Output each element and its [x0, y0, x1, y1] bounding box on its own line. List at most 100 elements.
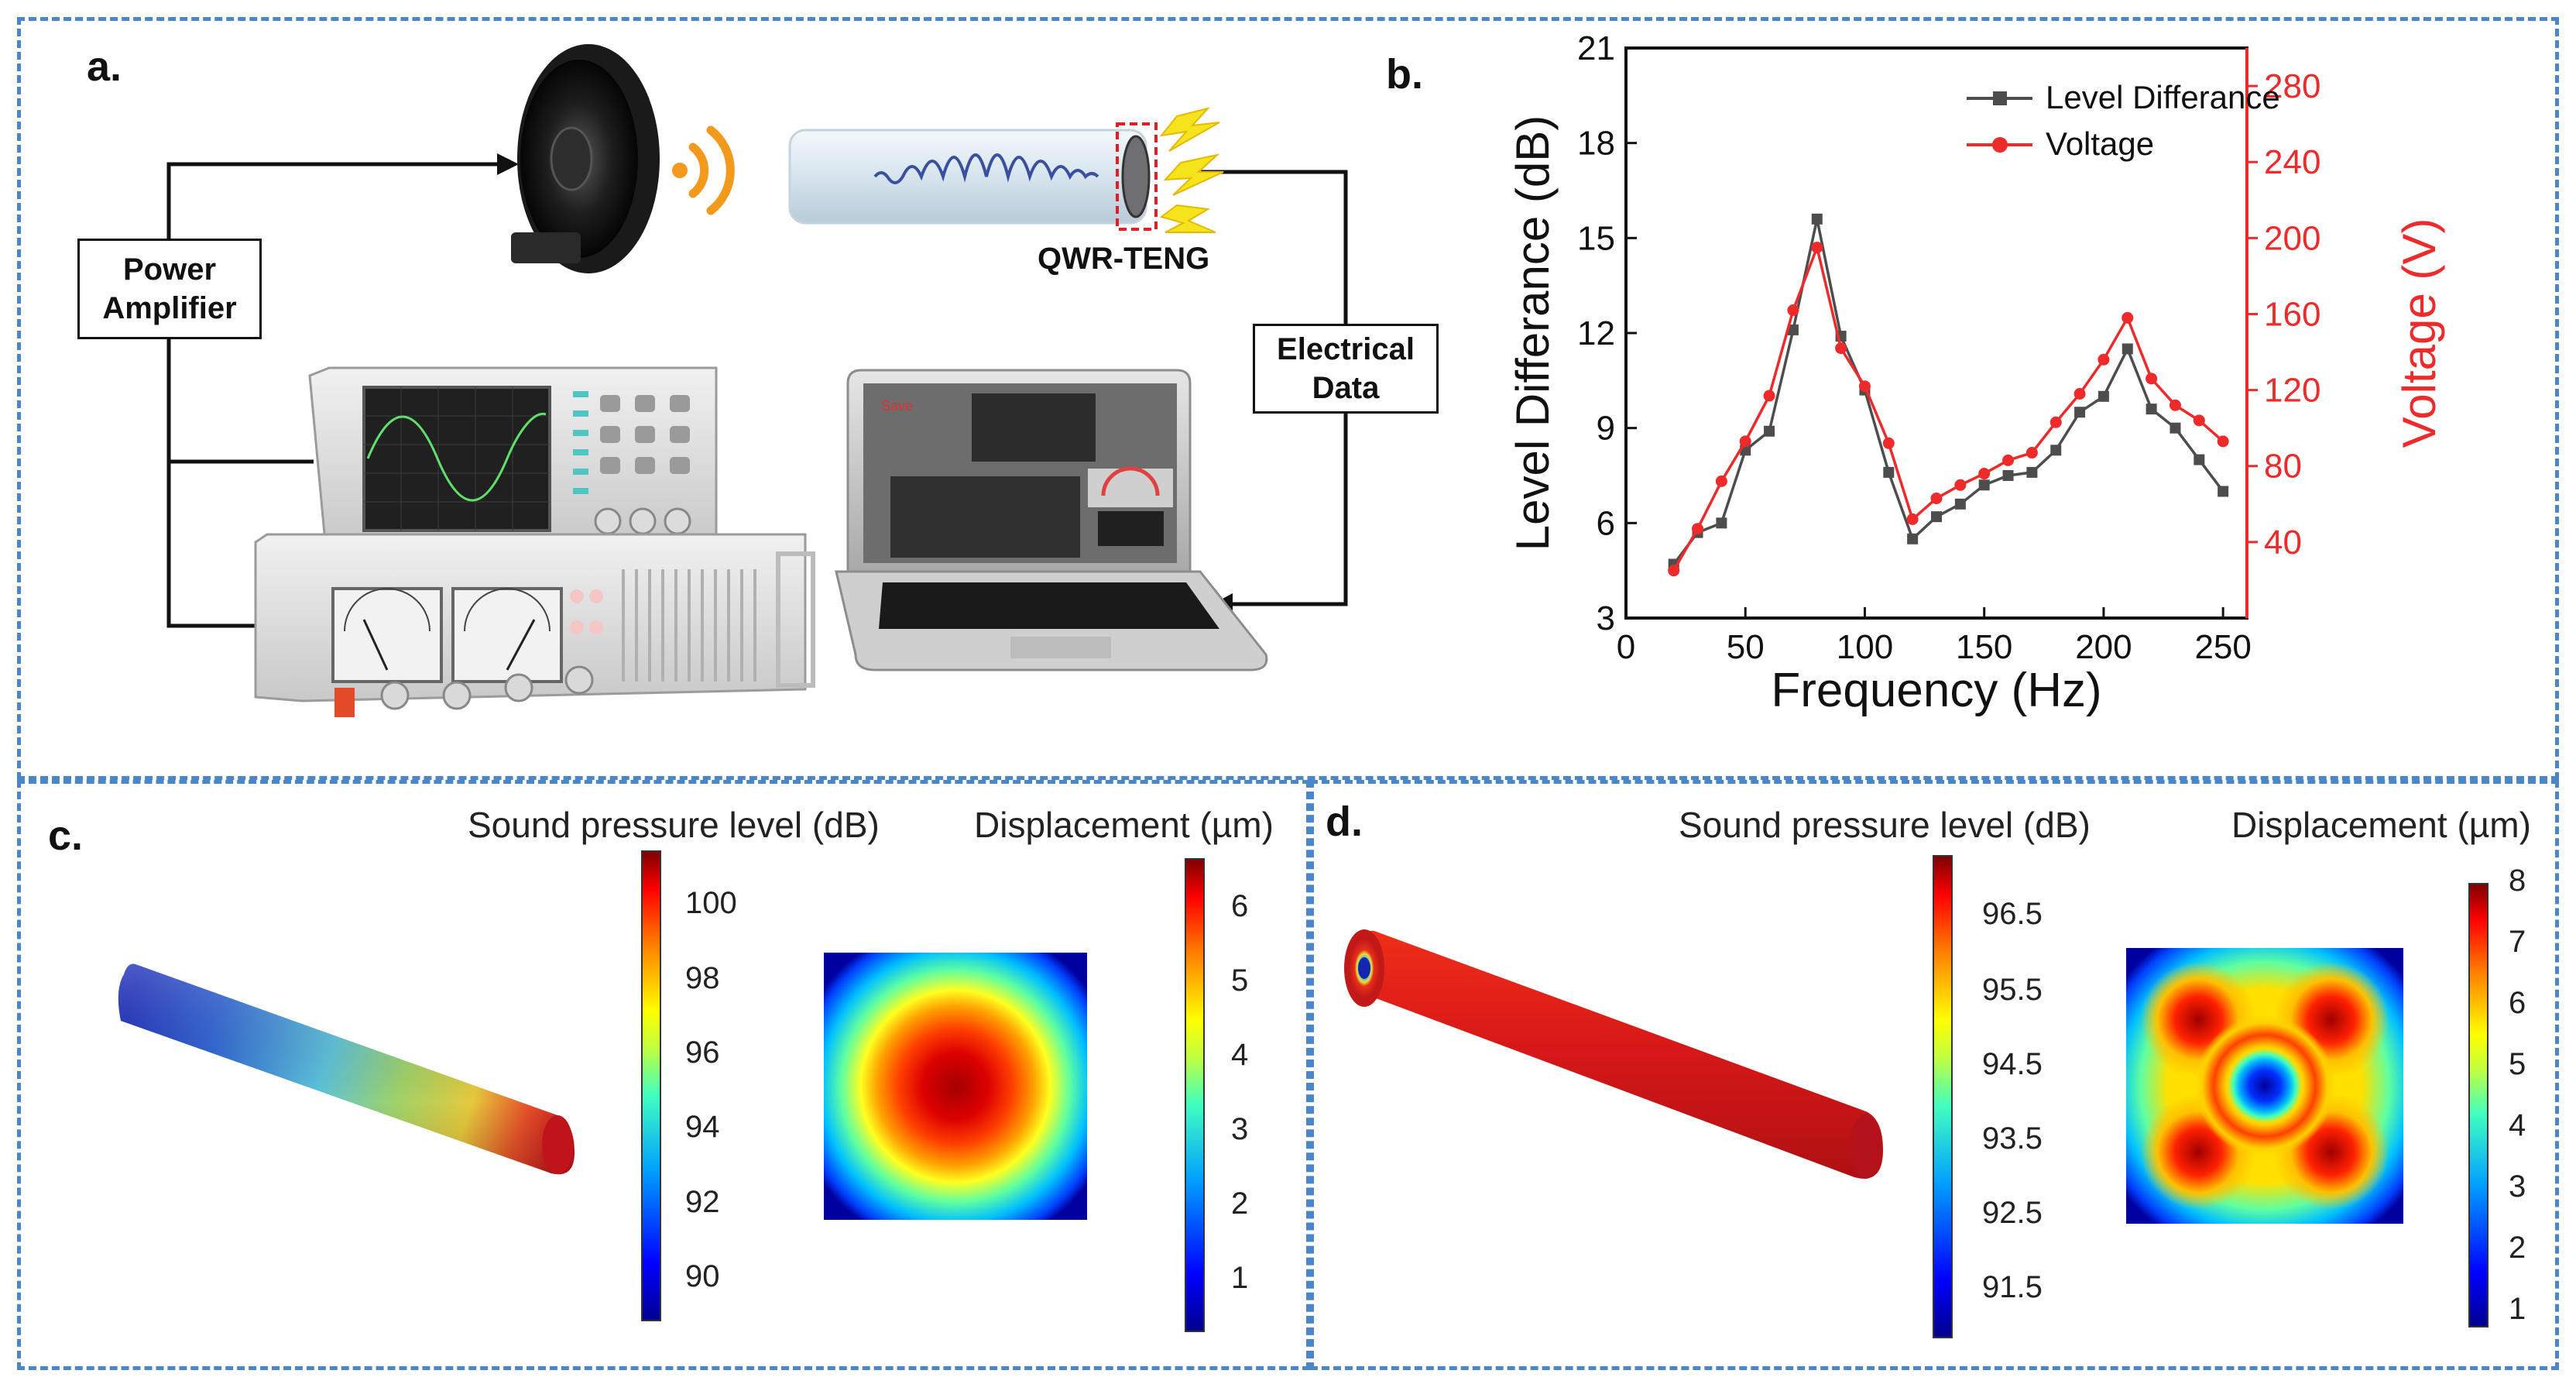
y2-tick-label: 120 [2264, 372, 2320, 410]
speaker-icon [511, 44, 660, 273]
level-data-point [1811, 213, 1823, 225]
power-amplifier-line2: Amplifier [102, 291, 237, 325]
voltage-data-point [2002, 454, 2015, 466]
spl-tick-c-96: 96 [685, 1036, 720, 1070]
voltage-data-point [1906, 513, 1919, 525]
oscilloscope [308, 366, 718, 550]
spl-colorbar-c [641, 850, 661, 1321]
voltage-data-point [1882, 437, 1895, 449]
chart-legend: Level Differance Voltage [1967, 79, 2280, 162]
series-line-voltage [1672, 242, 2224, 572]
disp-tick-d-3: 3 [2509, 1169, 2526, 1204]
spl-tick-c-94: 94 [685, 1110, 720, 1144]
electrical-data-label: Electrical Data [1253, 324, 1439, 414]
disp-tick-d-6: 6 [2509, 986, 2526, 1020]
spl-tick-c-100: 100 [685, 886, 737, 920]
setup-schematic: Save [166, 44, 1348, 717]
level-data-point [1931, 511, 1942, 523]
panel-d-frame [1310, 780, 2559, 1370]
spl-tick-d-94-5: 94.5 [1982, 1047, 2043, 1081]
level-data-point [2194, 454, 2205, 465]
y2-tick-label: 40 [2264, 524, 2302, 562]
x-tick-label: 150 [1956, 628, 2012, 666]
x-tick-label: 250 [2194, 628, 2251, 666]
laptop-screen-title: Save [881, 398, 913, 414]
series-line-level [1672, 218, 2224, 565]
disp-title-c: Displacement (µm) [974, 805, 1274, 845]
laptop: Save [835, 369, 1268, 671]
disp-tick-c-6: 6 [1231, 889, 1249, 923]
spl-tick-d-96-5: 96.5 [1982, 897, 2043, 931]
x-tick-label: 50 [1727, 628, 1765, 666]
y2-tick-label: 80 [2264, 448, 2302, 486]
level-data-point [2002, 470, 2014, 481]
right-axis-line [2245, 48, 2248, 618]
level-data-point [2146, 404, 2157, 415]
disp-tick-d-4: 4 [2509, 1108, 2526, 1142]
qwr-teng-tube [788, 122, 1158, 231]
lightning-icon [1159, 107, 1224, 233]
disp-colorbar-c [1185, 858, 1205, 1332]
disp-tick-d-2: 2 [2509, 1231, 2526, 1265]
tube-spl-map-c [118, 963, 575, 1175]
level-data-point [2074, 407, 2086, 418]
level-data-point [2218, 486, 2229, 497]
power-amplifier-line1: Power [122, 252, 217, 287]
disp-tick-d-8: 8 [2509, 864, 2526, 898]
level-data-point [2098, 390, 2109, 402]
spl-tick-c-98: 98 [685, 961, 720, 995]
power-amplifier-label: Power Amplifier [77, 239, 262, 339]
spl-tick-d-95-5: 95.5 [1982, 973, 2043, 1007]
voltage-data-point [2122, 311, 2134, 324]
y-tick-label: 18 [1577, 125, 1615, 163]
voltage-data-point [2217, 435, 2229, 448]
panel-label-b: b. [1386, 51, 1423, 98]
signal-generator [254, 533, 815, 717]
displacement-map-c [824, 953, 1087, 1220]
voltage-data-point [2073, 388, 2086, 400]
level-data-point [2170, 422, 2181, 434]
voltage-data-point [2146, 373, 2158, 385]
disp-colorbar-d [2468, 883, 2489, 1327]
level-data-point [1883, 466, 1895, 478]
spl-tick-d-91-5: 91.5 [1982, 1270, 2043, 1304]
panel-label-a: a. [87, 43, 122, 90]
y2-tick-label: 160 [2264, 295, 2320, 333]
disp-tick-d-1: 1 [2509, 1292, 2526, 1326]
voltage-data-point [1763, 390, 1775, 402]
voltage-data-point [2169, 399, 2181, 411]
chart-xlabel: Frequency (Hz) [1771, 664, 2101, 717]
spl-tick-d-92-5: 92.5 [1982, 1196, 2043, 1230]
disp-tick-d-7: 7 [2509, 925, 2526, 959]
voltage-data-point [1978, 468, 1991, 480]
spl-title-d: Sound pressure level (dB) [1679, 805, 2091, 845]
level-data-point [2122, 343, 2133, 355]
electrical-data-line2: Data [1312, 371, 1380, 405]
level-data-point [1787, 324, 1799, 335]
level-data-point [1978, 479, 1990, 491]
y-tick-label: 9 [1597, 410, 1615, 448]
voltage-data-point [2098, 353, 2110, 366]
disp-tick-c-5: 5 [1231, 963, 1249, 998]
level-data-point [1907, 533, 1919, 544]
voltage-data-point [2025, 447, 2038, 459]
voltage-data-point [1787, 304, 1799, 317]
voltage-data-point [1930, 492, 1943, 504]
y-tick-label: 3 [1597, 599, 1615, 637]
sound-wave-icon [672, 125, 735, 215]
y2-tick-label: 200 [2264, 219, 2320, 257]
spl-tick-d-93-5: 93.5 [1982, 1121, 2043, 1156]
level-data-point [1716, 517, 1727, 529]
voltage-data-point [2193, 414, 2205, 427]
level-data-point [2050, 445, 2062, 456]
spl-tick-c-90: 90 [685, 1259, 720, 1293]
voltage-data-point [1858, 380, 1871, 393]
spl-colorbar-d [1933, 855, 1953, 1338]
voltage-data-point [1692, 523, 1704, 535]
qwr-teng-label: QWR-TENG [1038, 242, 1210, 276]
disp-tick-c-3: 3 [1231, 1112, 1249, 1146]
voltage-data-point [1954, 479, 1967, 491]
tube-spl-map-d [1344, 929, 1883, 1179]
displacement-map-d [2126, 948, 2403, 1224]
voltage-data-point [1739, 435, 1751, 448]
